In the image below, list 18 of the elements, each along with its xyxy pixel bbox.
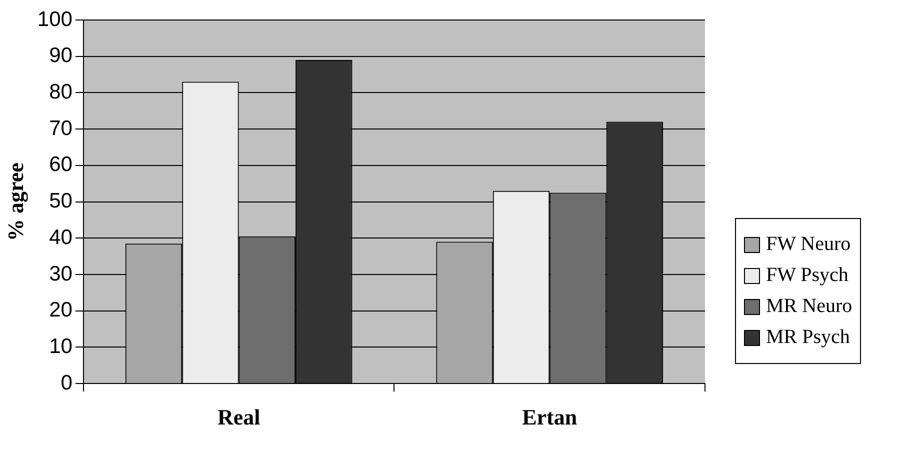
legend-label: FW Neuro <box>766 233 851 256</box>
y-axis-title: % agree <box>2 162 28 242</box>
y-tick-label: 30 <box>49 262 72 286</box>
y-tick-label: 20 <box>49 298 72 322</box>
legend-label: FW Psych <box>766 264 848 287</box>
y-tick-label: 10 <box>49 335 72 358</box>
legend-label: MR Psych <box>766 326 850 349</box>
y-tick-label: 60 <box>49 153 72 176</box>
y-tick-label: 80 <box>49 80 72 104</box>
legend-label: MR Neuro <box>766 295 852 318</box>
x-tick-label: Real <box>217 404 260 430</box>
y-tick-label: 50 <box>49 190 72 213</box>
x-tick-label: Ertan <box>522 404 578 430</box>
y-tick-label: 40 <box>49 226 72 249</box>
y-tick-label: 90 <box>49 44 72 68</box>
y-tick-label: 0 <box>60 371 72 394</box>
y-tick-label: 70 <box>49 116 72 140</box>
y-tick-label: 100 <box>37 8 72 31</box>
